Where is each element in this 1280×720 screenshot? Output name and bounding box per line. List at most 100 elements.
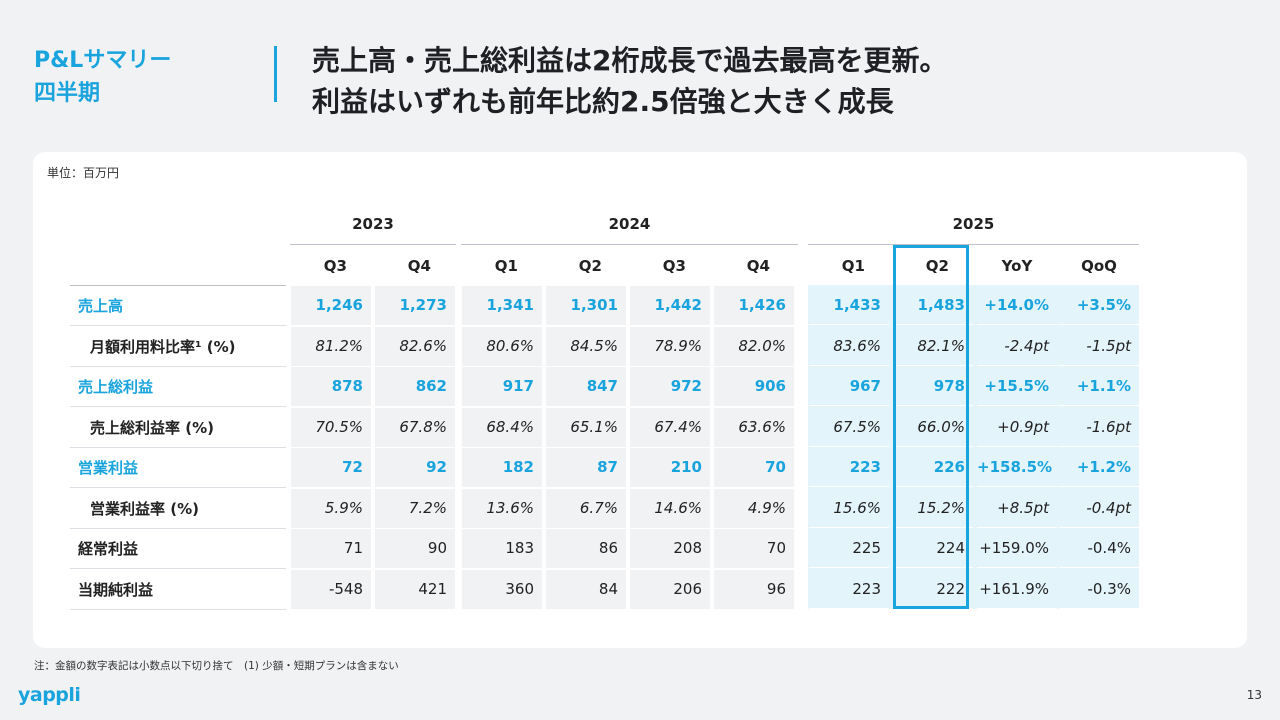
headline: 売上高・売上総利益は2桁成長で過去最高を更新。 利益はいずれも前年比約2.5倍強…: [312, 40, 948, 122]
title-divider: [274, 46, 277, 102]
table-row: 売上総利益率 (%) 70.5% 67.8% 68.4% 65.1% 67.4% 63.6%…: [70, 407, 1139, 448]
table-cell: 1,483: [893, 286, 973, 325]
table-cell: 92: [375, 448, 455, 487]
table-cell: -0.4pt: [1059, 489, 1139, 528]
table-cell: 847: [546, 367, 626, 406]
table-cell: 360: [462, 569, 542, 609]
label-column-top-rule: [70, 285, 286, 286]
row-divider: [70, 446, 286, 448]
table-cell: 967: [809, 367, 889, 406]
table-cell: 1,341: [462, 286, 542, 325]
table-cell: 917: [462, 367, 542, 406]
unit-label: 単位：百万円: [47, 166, 120, 180]
table-cell: +161.9%: [977, 570, 1057, 609]
highlight-2025: [808, 285, 1139, 609]
column-header-5: Q4: [746, 257, 770, 275]
table-cell: 1,246: [291, 286, 371, 325]
section-title-line1: P&Lサマリー: [34, 48, 172, 73]
table-cell: 71: [291, 529, 371, 568]
table-cell: 67.4%: [630, 407, 710, 447]
row-divider: [70, 325, 286, 326]
q2-2025-focus-box: [893, 245, 969, 609]
table-cell: -0.4%: [1059, 529, 1139, 568]
table-cell: 14.6%: [630, 488, 710, 528]
table-cell: -1.6pt: [1059, 408, 1139, 447]
table-cell: 67.5%: [809, 408, 889, 447]
row-divider: [70, 365, 286, 367]
column-header-7: Q2: [925, 257, 949, 275]
table-cell: 96: [714, 569, 794, 609]
table-cell: -2.4pt: [977, 327, 1057, 366]
table-cell: 15.2%: [893, 489, 973, 528]
table-cell: +3.5%: [1059, 286, 1139, 325]
table-row: 経常利益 71 90 183 86 208 70 225 224 +159.0% -0.4%: [70, 529, 1139, 569]
table-cell: 4.9%: [714, 488, 794, 528]
yappli-logo: yappli: [18, 684, 81, 706]
table-row: 月額利用料比率¹ (%) 81.2% 82.6% 80.6% 84.5% 78.9% 82.…: [70, 326, 1139, 367]
table-cell: 78.9%: [630, 326, 710, 366]
table-cell: 6.7%: [546, 488, 626, 528]
table-cell: 81.2%: [291, 326, 371, 366]
table-cell: 7.2%: [375, 488, 455, 528]
row-label: 経常利益: [78, 540, 139, 558]
table-cell: 66.0%: [893, 408, 973, 447]
table-cell: 72: [291, 448, 371, 487]
column-header-8: YoY: [1001, 257, 1033, 275]
headline-line1: 売上高・売上総利益は2桁成長で過去最高を更新。: [312, 44, 948, 77]
table-cell: +159.0%: [977, 529, 1057, 568]
table-cell: +8.5pt: [977, 489, 1057, 528]
row-divider: [70, 487, 286, 488]
table-row: 売上総利益 878 862 917 847 972 906 967 978 +15.5% +1.1%: [70, 367, 1139, 407]
table-cell: 210: [630, 448, 710, 487]
table-row: 当期純利益 -548 421 360 84 206 96 223 222 +161.9% -0.3%: [70, 569, 1139, 610]
year-2025-rule: [808, 244, 1139, 245]
table-cell: 87: [546, 448, 626, 487]
year-2023: 2023: [352, 215, 394, 233]
table-cell: +0.9pt: [977, 408, 1057, 447]
table-cell: 1,442: [630, 286, 710, 325]
row-label: 売上高: [78, 297, 124, 315]
year-2023-rule: [290, 244, 456, 245]
footnote: 注：金額の数字表記は小数点以下切り捨て (1) 少額・短期プランは含まない: [34, 660, 399, 672]
row-label: 当期純利益: [78, 580, 154, 599]
row-label: 月額利用料比率¹ (%): [90, 337, 236, 356]
section-title: P&Lサマリー 四半期: [34, 44, 171, 110]
table-cell: 972: [630, 367, 710, 406]
table-cell: +1.1%: [1059, 367, 1139, 406]
table-cell: 223: [809, 448, 889, 487]
table-cell: 82.1%: [893, 327, 973, 366]
table-cell: 421: [375, 569, 455, 609]
table-cell: 13.6%: [462, 488, 542, 528]
table-cell: 84: [546, 569, 626, 609]
table-cell: 90: [375, 529, 455, 568]
table-cell: 206: [630, 569, 710, 609]
table-cell: 80.6%: [462, 326, 542, 366]
table-cell: 70: [714, 529, 794, 568]
column-header-9: QoQ: [1081, 257, 1117, 275]
table-cell: 15.6%: [809, 489, 889, 528]
table-row: 営業利益 72 92 182 87 210 70 223 226 +158.5% +1.2%: [70, 448, 1139, 488]
table-cell: +14.0%: [977, 286, 1057, 325]
table-cell: -0.3%: [1059, 570, 1139, 609]
row-label: 売上総利益率 (%): [90, 418, 214, 437]
table-cell: 1,433: [809, 286, 889, 325]
table-cell: 1,273: [375, 286, 455, 325]
year-2024-rule: [461, 244, 798, 245]
table-cell: 82.6%: [375, 326, 455, 366]
column-header-0: Q3: [323, 257, 347, 275]
row-label: 売上総利益: [78, 378, 154, 396]
headline-line2: 利益はいずれも前年比約2.5倍強と大きく成長: [312, 85, 894, 118]
table-row: 売上高 1,246 1,273 1,341 1,301 1,442 1,426 1,433 1,…: [70, 286, 1139, 326]
table-cell: 182: [462, 448, 542, 487]
table-cell: 226: [893, 448, 973, 487]
table-row: 営業利益率 (%) 5.9% 7.2% 13.6% 6.7% 14.6% 4.9% 15.6%…: [70, 488, 1139, 529]
table-cell: 223: [809, 570, 889, 609]
column-header-1: Q4: [407, 257, 431, 275]
table-cell: +1.2%: [1059, 448, 1139, 487]
table-cell: 63.6%: [714, 407, 794, 447]
table-cell: 978: [893, 367, 973, 406]
row-divider: [70, 608, 286, 610]
column-header-3: Q2: [578, 257, 602, 275]
year-2024: 2024: [608, 215, 651, 233]
table-cell: -548: [291, 569, 371, 609]
